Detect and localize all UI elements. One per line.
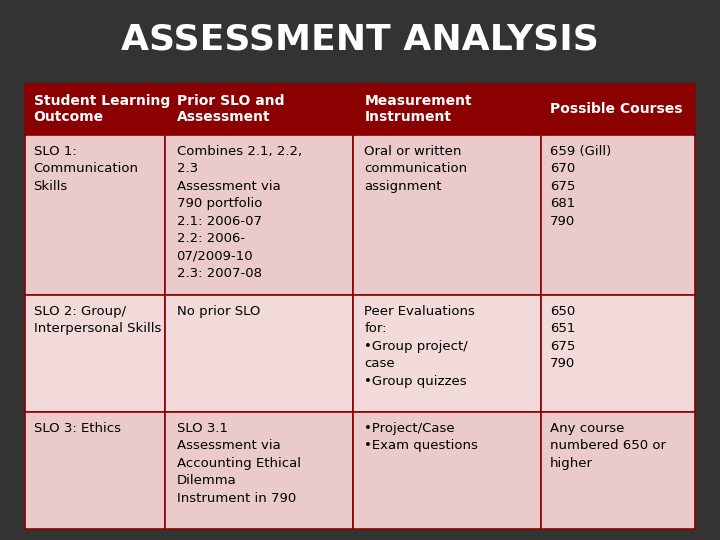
Text: No prior SLO: No prior SLO bbox=[176, 305, 260, 318]
Text: Possible Courses: Possible Courses bbox=[550, 102, 683, 116]
Bar bbox=[541, 84, 695, 135]
Text: Student Learning
Outcome: Student Learning Outcome bbox=[34, 94, 170, 124]
Text: 650
651
675
790: 650 651 675 790 bbox=[550, 305, 575, 370]
Bar bbox=[541, 295, 695, 412]
Bar bbox=[25, 295, 166, 412]
Bar bbox=[353, 84, 541, 135]
Bar bbox=[25, 84, 166, 135]
Text: Combines 2.1, 2.2,
2.3
Assessment via
790 portfolio
2.1: 2006-07
2.2: 2006-
07/2: Combines 2.1, 2.2, 2.3 Assessment via 79… bbox=[176, 145, 302, 280]
Bar bbox=[166, 135, 353, 295]
Text: SLO 3: Ethics: SLO 3: Ethics bbox=[34, 422, 121, 435]
Text: SLO 3.1
Assessment via
Accounting Ethical
Dilemma
Instrument in 790: SLO 3.1 Assessment via Accounting Ethica… bbox=[176, 422, 300, 505]
Text: SLO 1:
Communication
Skills: SLO 1: Communication Skills bbox=[34, 145, 139, 193]
Bar bbox=[166, 84, 353, 135]
Text: 659 (Gill)
670
675
681
790: 659 (Gill) 670 675 681 790 bbox=[550, 145, 611, 228]
Bar bbox=[0, 0, 720, 78]
Bar bbox=[353, 135, 541, 295]
Text: Measurement
Instrument: Measurement Instrument bbox=[364, 94, 472, 124]
Bar bbox=[166, 412, 353, 529]
Text: SLO 2: Group/
Interpersonal Skills: SLO 2: Group/ Interpersonal Skills bbox=[34, 305, 161, 335]
Text: Peer Evaluations
for:
•Group project/
case
•Group quizzes: Peer Evaluations for: •Group project/ ca… bbox=[364, 305, 475, 388]
Bar bbox=[353, 412, 541, 529]
Bar bbox=[25, 412, 166, 529]
Text: Prior SLO and
Assessment: Prior SLO and Assessment bbox=[176, 94, 284, 124]
Bar bbox=[541, 135, 695, 295]
Bar bbox=[166, 295, 353, 412]
Text: Oral or written
communication
assignment: Oral or written communication assignment bbox=[364, 145, 467, 193]
Bar bbox=[541, 412, 695, 529]
Bar bbox=[353, 295, 541, 412]
Text: •Project/Case
•Exam questions: •Project/Case •Exam questions bbox=[364, 422, 478, 453]
Text: ASSESSMENT ANALYSIS: ASSESSMENT ANALYSIS bbox=[121, 22, 599, 56]
Text: Any course
numbered 650 or
higher: Any course numbered 650 or higher bbox=[550, 422, 666, 470]
Bar bbox=[25, 135, 166, 295]
